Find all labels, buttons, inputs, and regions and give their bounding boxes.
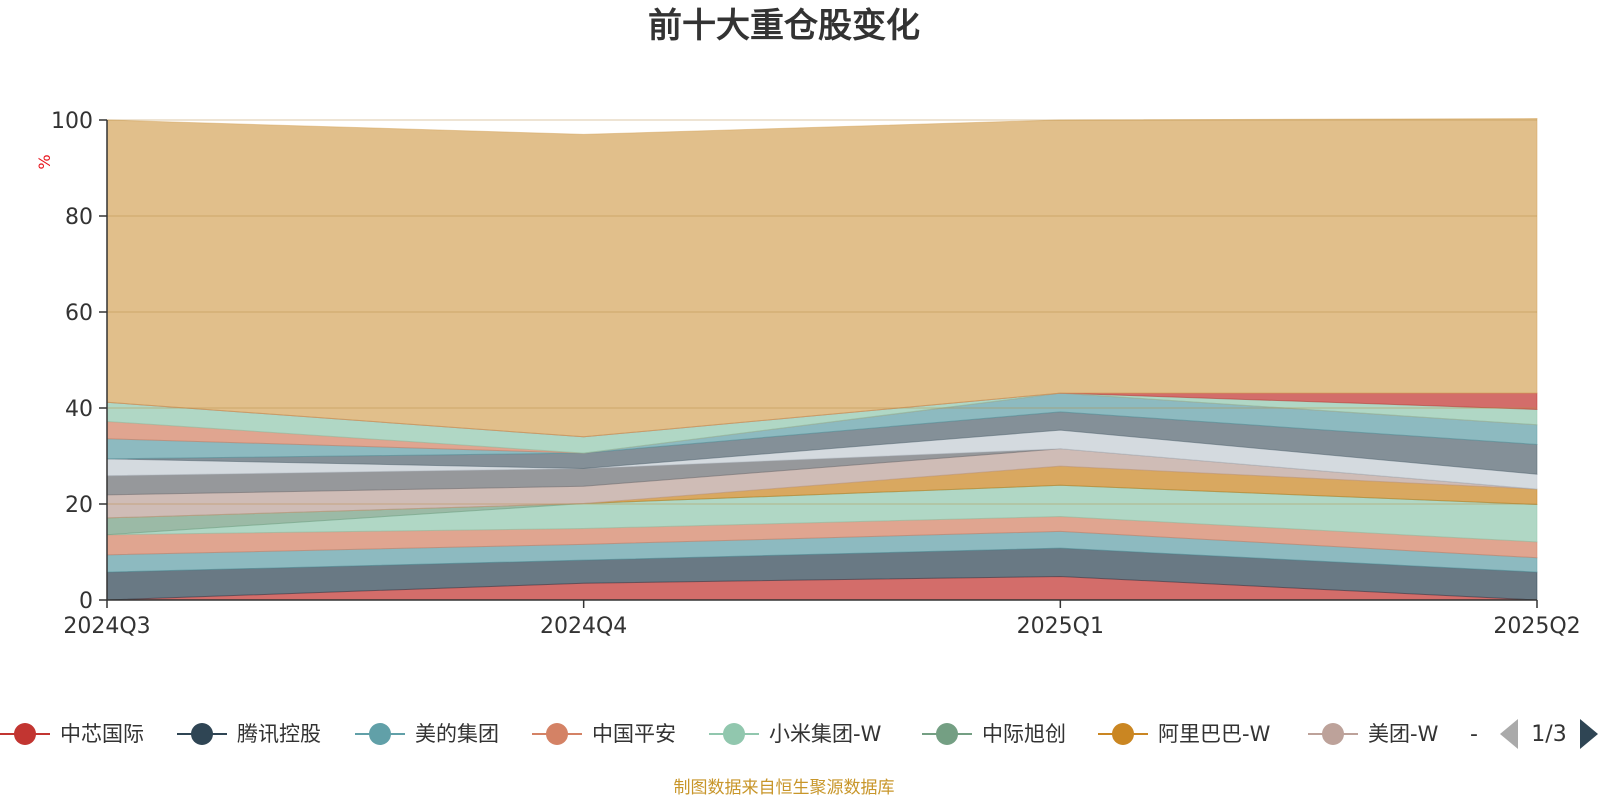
legend-label: 腾讯控股 [237, 722, 321, 746]
y-tick-label: 100 [51, 109, 93, 134]
legend: 中芯国际 腾讯控股 美的集团 中国平安 小米集团-W 中际旭创 阿里巴巴-W 美团-W [0, 722, 1439, 746]
chart-title: 前十大重仓股变化 [648, 6, 920, 46]
legend-more-indicator: - [1470, 722, 1478, 747]
legend-item[interactable]: 中际旭创 [922, 722, 1066, 746]
legend-pager: - 1/3 [1470, 719, 1598, 749]
area-series-group [106, 118, 1538, 601]
legend-label: 美团-W [1368, 722, 1439, 746]
legend-item[interactable]: 美的集团 [355, 722, 499, 746]
y-tick-label: 0 [79, 589, 93, 614]
legend-item[interactable]: 阿里巴巴-W [1098, 722, 1271, 746]
legend-label: 阿里巴巴-W [1158, 722, 1271, 746]
legend-circle-icon [1322, 723, 1344, 745]
legend-item[interactable]: 小米集团-W [709, 722, 882, 746]
legend-circle-icon [936, 723, 958, 745]
grid-lines [107, 119, 1537, 505]
legend-page-indicator: 1/3 [1531, 722, 1566, 747]
legend-label: 美的集团 [415, 722, 499, 746]
legend-item[interactable]: 中国平安 [532, 722, 676, 746]
legend-circle-icon [14, 723, 36, 745]
x-tick-label: 2025Q1 [1017, 614, 1104, 639]
legend-next-page-icon[interactable] [1580, 719, 1598, 749]
y-axis-label: % [35, 154, 54, 169]
y-tick-label: 40 [65, 397, 93, 422]
y-tick-label: 80 [65, 205, 93, 230]
y-tick-label: 20 [65, 493, 93, 518]
legend-prev-page-icon[interactable] [1500, 719, 1518, 749]
x-tick-label: 2024Q4 [540, 614, 627, 639]
legend-circle-icon [546, 723, 568, 745]
legend-item[interactable]: 腾讯控股 [177, 722, 321, 746]
source-note: 制图数据来自恒生聚源数据库 [674, 778, 895, 798]
legend-item[interactable]: 中芯国际 [0, 722, 144, 746]
legend-label: 小米集团-W [769, 722, 882, 746]
legend-label: 中芯国际 [60, 722, 144, 746]
x-tick-label: 2024Q3 [63, 614, 150, 639]
legend-circle-icon [723, 723, 745, 745]
y-tick-label: 60 [65, 301, 93, 326]
legend-label: 中际旭创 [982, 722, 1066, 746]
legend-circle-icon [191, 723, 213, 745]
legend-circle-icon [369, 723, 391, 745]
legend-item[interactable]: 美团-W [1308, 722, 1439, 746]
area-series-15 [106, 118, 1538, 438]
axes: 0 20 40 60 80 100 2024Q3 2024Q4 2025Q1 2025Q2 [51, 109, 1581, 639]
legend-circle-icon [1112, 723, 1134, 745]
legend-label: 中国平安 [592, 722, 676, 746]
x-tick-label: 2025Q2 [1493, 614, 1580, 639]
